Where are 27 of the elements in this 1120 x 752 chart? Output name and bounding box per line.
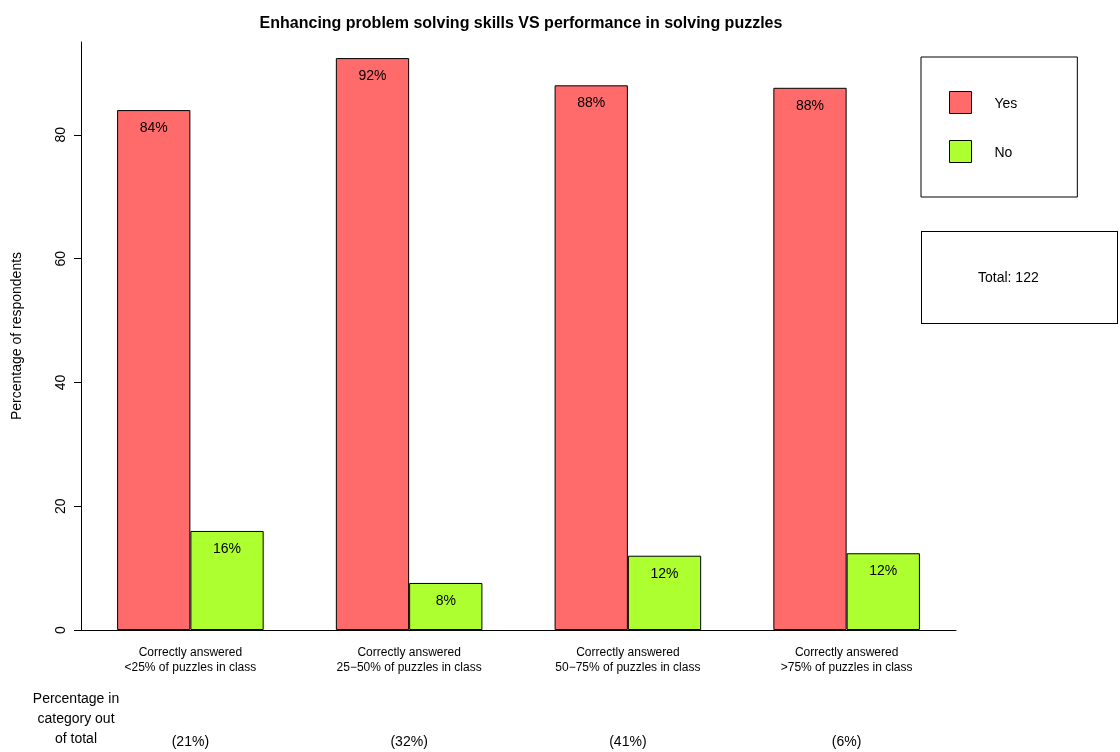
data-label: 8% — [435, 591, 456, 608]
chart-title: Enhancing problem solving skills VS performance in solving puzzles — [259, 13, 783, 31]
text: Percentage in category out of total — [32, 690, 120, 746]
y-tick-label: 0 — [52, 625, 68, 634]
x-tick-label: Correctly answered 25−50% of puzzles in class — [336, 644, 482, 674]
text: (6%) — [831, 733, 862, 749]
y-tick-label: 60 — [52, 250, 68, 267]
text: Total: 122 — [978, 269, 1039, 285]
text: (21%) — [171, 733, 210, 749]
y-tick-label: 80 — [52, 126, 68, 143]
x-tick-label: Correctly answered >75% of puzzles in class — [780, 644, 913, 674]
data-label: 92% — [358, 67, 387, 84]
x-tick-label: Correctly answered 50−75% of puzzles in class — [555, 644, 701, 674]
x-tick-label: Correctly answered <25% of puzzles in class — [124, 644, 257, 674]
text: (32%) — [390, 733, 428, 749]
data-label: 84% — [139, 119, 168, 136]
text: (41%) — [609, 733, 647, 749]
data-label: 12% — [869, 562, 898, 579]
legend-label: Yes — [994, 94, 1018, 111]
y-tick-label: 20 — [52, 498, 68, 514]
data-label: 16% — [213, 539, 242, 556]
data-label: 12% — [650, 564, 679, 581]
data-label: 88% — [577, 94, 606, 111]
y-tick-label: 40 — [52, 374, 68, 391]
y-axis-title: Percentage of respondents — [8, 251, 24, 421]
legend-label: No — [994, 143, 1013, 160]
data-label: 88% — [795, 96, 824, 113]
